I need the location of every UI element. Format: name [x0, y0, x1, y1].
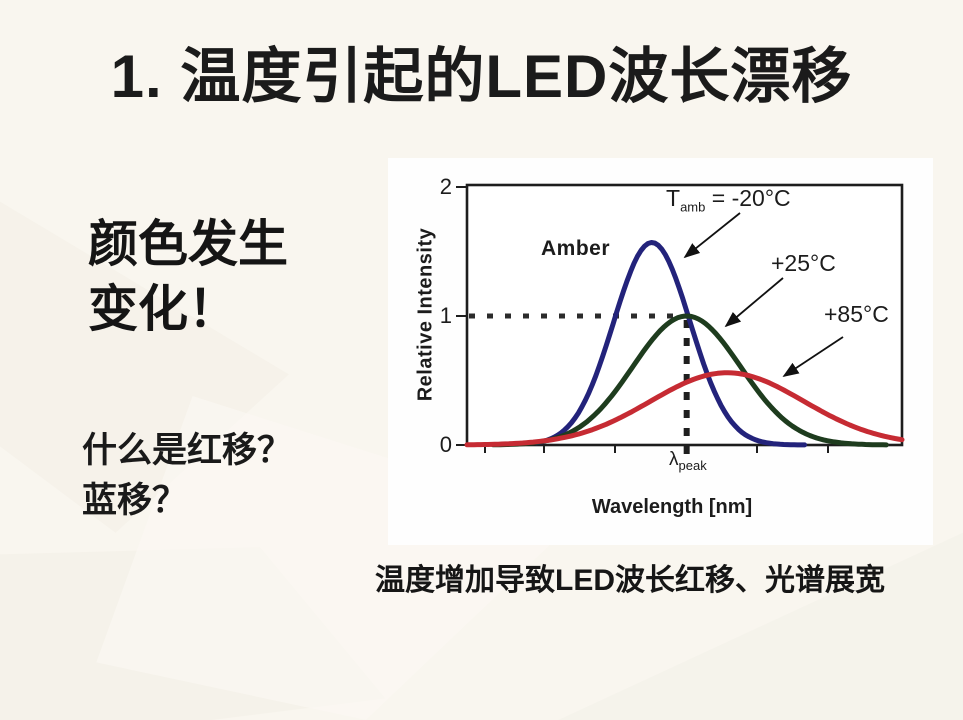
- statement-line-2: 变化！: [88, 281, 238, 337]
- temp-label-plus85c: +85°C: [824, 301, 889, 327]
- annotation-arrows: [683, 212, 844, 377]
- arrow-minus20c: [683, 212, 741, 259]
- spectrum-chart: [456, 183, 905, 456]
- y-tick-label-0: 0: [439, 432, 452, 457]
- question-line-1: 什么是红移？: [82, 431, 293, 470]
- temp-label-minus20c: Tamb = -20°C: [666, 185, 791, 215]
- tamb-base: T: [666, 185, 681, 211]
- lambda-peak-label: λpeak: [669, 449, 707, 473]
- slide-title: 1. 温度引起的LED波长漂移: [110, 43, 853, 110]
- statement-line-1: 颜色发生: [88, 216, 288, 272]
- arrow-plus25c: [724, 277, 784, 328]
- tamb-subscript: amb: [680, 199, 706, 215]
- arrow-plus85c: [782, 336, 844, 377]
- y-tick-label-2: 2: [439, 174, 452, 199]
- amber-curve-family-label: Amber: [541, 237, 611, 260]
- redshift-blueshift-question: 什么是红移？ 蓝移？: [82, 426, 292, 525]
- curve-minus20c: [534, 240, 808, 448]
- tamb-suffix: = -20°C: [705, 185, 791, 211]
- x-axis-title: Wavelength [nm]: [591, 496, 753, 518]
- temp-label-plus25c: +25°C: [771, 250, 836, 276]
- lambda-subscript: peak: [678, 457, 707, 473]
- y-tick-label-1: 1: [439, 303, 452, 328]
- lambda-base: λ: [669, 449, 679, 470]
- led-spectrum-figure: Relative Intensity 2 1 0 Amber Tamb = -2…: [388, 158, 933, 545]
- figure-caption: 温度增加导致LED波长红移、光谱展宽: [375, 564, 885, 597]
- color-change-statement: 颜色发生 变化！: [88, 212, 288, 342]
- y-axis-ticks: [456, 186, 467, 446]
- curve-plus85c: [464, 370, 905, 448]
- question-line-2: 蓝移？: [82, 480, 188, 520]
